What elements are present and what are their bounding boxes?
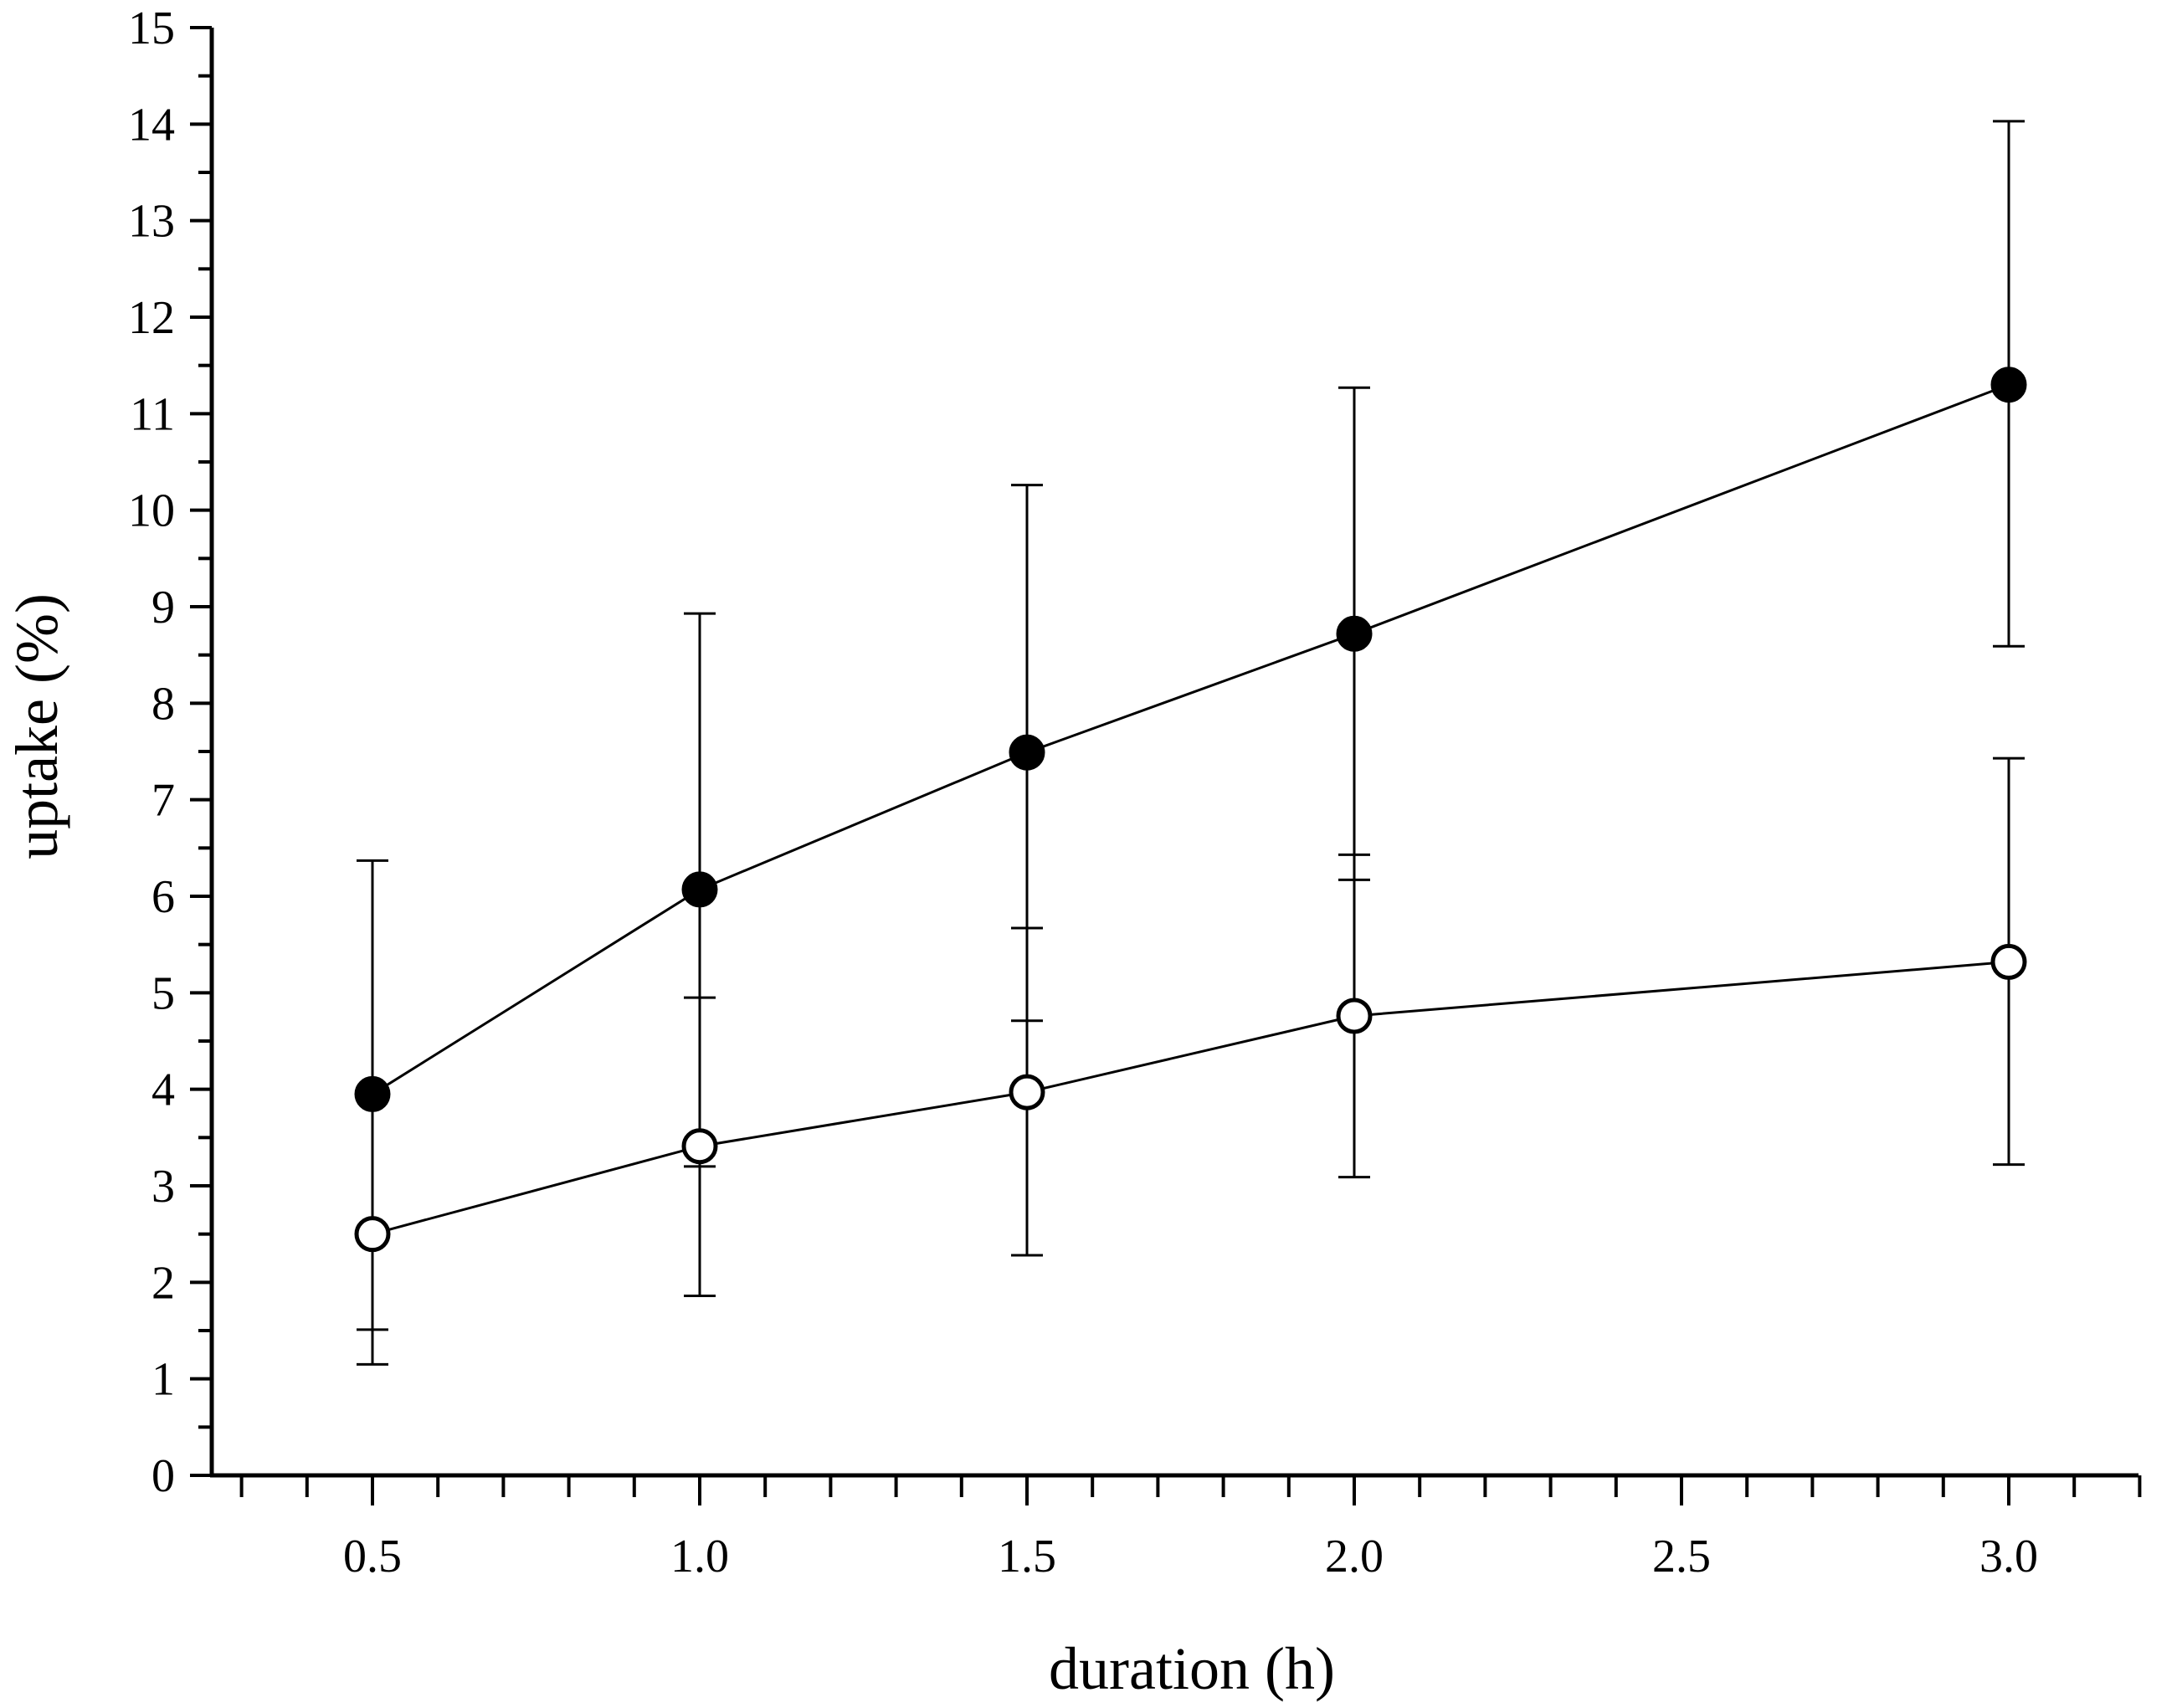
y-tick-label: 0: [151, 1450, 175, 1502]
series-2: [354, 757, 2027, 1331]
data-point: [1336, 998, 1373, 1034]
data-point: [1009, 1074, 1045, 1110]
x-tick-label: 3.0: [1979, 1531, 2038, 1582]
x-tick-label: 2.5: [1652, 1531, 1711, 1582]
data-point: [681, 871, 718, 908]
data-point: [1990, 367, 2027, 403]
data-point: [354, 1216, 391, 1253]
y-tick-label: 2: [151, 1257, 175, 1309]
x-tick-label: 1.5: [998, 1531, 1056, 1582]
y-tick-label: 12: [128, 292, 175, 344]
x-tick-label: 2.0: [1325, 1531, 1384, 1582]
y-tick-label: 8: [151, 678, 175, 730]
series-1: [354, 120, 2027, 1366]
y-tick-label: 13: [128, 196, 175, 248]
data-point: [681, 1128, 718, 1165]
y-tick-label: 3: [151, 1161, 175, 1213]
y-tick-label: 7: [151, 775, 175, 827]
x-tick-label: 1.0: [670, 1531, 729, 1582]
y-tick-label: 11: [130, 388, 175, 440]
y-tick-label: 10: [128, 485, 175, 537]
series-line: [372, 383, 2010, 1095]
y-axis-title: uptake (%): [3, 593, 70, 859]
series-line: [372, 960, 2010, 1236]
series-layer: [354, 120, 2027, 1366]
data-point: [1990, 943, 2027, 980]
x-axis-title: duration (h): [1049, 1635, 1335, 1702]
x-tick-label: 0.5: [343, 1531, 402, 1582]
y-tick-label: 5: [151, 967, 175, 1019]
data-point: [1336, 615, 1373, 652]
y-tick-label: 6: [151, 871, 175, 923]
y-tick-label: 9: [151, 582, 175, 633]
y-tick-label: 4: [151, 1064, 175, 1116]
data-point: [1009, 734, 1045, 771]
y-tick-label: 1: [151, 1354, 175, 1406]
y-tick-label: 14: [128, 99, 175, 151]
y-tick-label: 15: [128, 3, 175, 54]
